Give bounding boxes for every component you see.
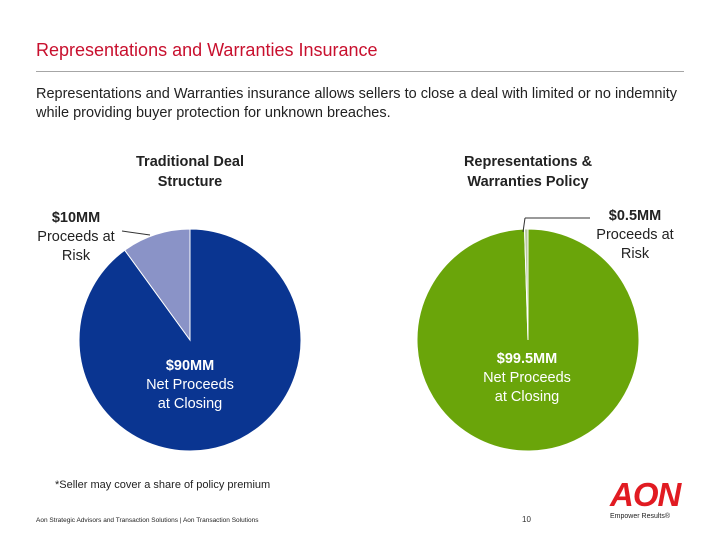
page-number: 10 <box>522 515 531 524</box>
chart-1-title-line1: Traditional Deal <box>136 154 244 170</box>
title-divider <box>36 71 684 72</box>
leader-line-chart-2-risk-drop <box>522 217 526 233</box>
aon-logo-wordmark: AON <box>610 476 681 513</box>
chart-2-net-text-line1: Net Proceeds <box>483 370 571 386</box>
footer-text: Aon Strategic Advisors and Transaction S… <box>36 517 259 524</box>
chart-1-net-text-line1: Net Proceeds <box>146 377 234 393</box>
aon-logo-tagline: Empower Results® <box>610 513 671 520</box>
footnote: *Seller may cover a share of policy prem… <box>55 479 271 491</box>
pie-chart-rw-policy <box>416 228 640 452</box>
pie-chart-traditional <box>78 228 302 452</box>
chart-1-risk-amount: $10MM <box>51 210 101 226</box>
chart-2-slice-proceeds-at-risk <box>523 228 529 341</box>
intro-text: Representations and Warranties insurance… <box>36 86 677 121</box>
chart-1-slice-proceeds-at-risk <box>124 228 191 342</box>
chart-2-risk-text-line2: Risk <box>620 246 650 262</box>
chart-1-title-line2: Structure <box>157 174 223 190</box>
chart-2-title-line1: Representations & <box>463 154 593 170</box>
aon-logo: AON Empower Results® <box>610 478 686 526</box>
chart-2-title-line2: Warranties Policy <box>467 174 589 190</box>
chart-1-net-label: $90MM Net Proceeds at Closing <box>130 357 250 414</box>
chart-1-title: Traditional Deal Structure <box>110 152 270 192</box>
chart-1-risk-label: $10MM Proceeds at Risk <box>26 209 126 266</box>
chart-2-net-label: $99.5MM Net Proceeds at Closing <box>467 350 587 407</box>
chart-2-title: Representations & Warranties Policy <box>438 152 618 192</box>
chart-2-risk-text-line1: Proceeds at <box>596 227 674 243</box>
chart-2-net-text-line2: at Closing <box>494 389 560 405</box>
page-title: Representations and Warranties Insurance <box>36 40 378 60</box>
chart-1-risk-text-line1: Proceeds at <box>37 229 115 245</box>
chart-1-net-text-line2: at Closing <box>157 396 223 412</box>
chart-1-net-amount: $90MM <box>165 358 215 374</box>
leader-line-chart-1-risk <box>121 230 151 236</box>
chart-2-risk-label: $0.5MM Proceeds at Risk <box>585 207 685 264</box>
chart-2-net-amount: $99.5MM <box>496 351 558 367</box>
chart-1-risk-text-line2: Risk <box>61 248 91 264</box>
chart-2-risk-amount: $0.5MM <box>608 208 662 224</box>
